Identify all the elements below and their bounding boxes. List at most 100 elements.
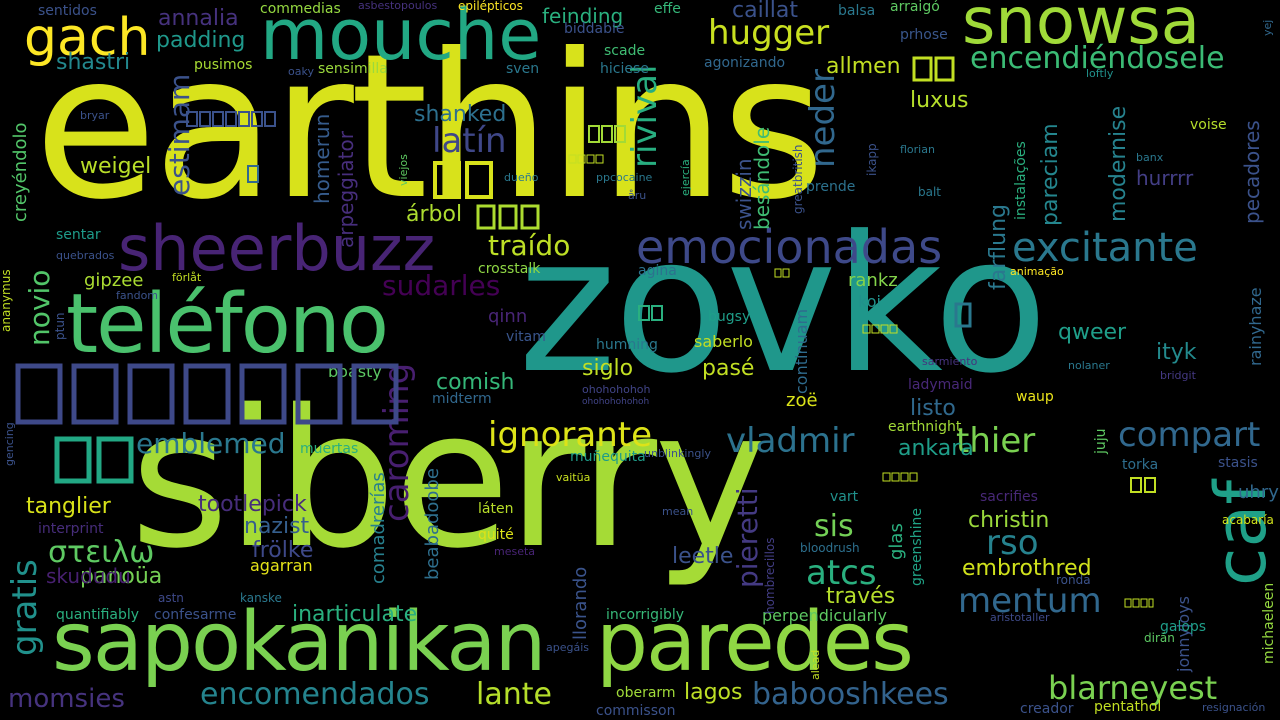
glyph-block: [1124, 596, 1154, 612]
word: banx: [1136, 151, 1164, 164]
glyph-block: [246, 164, 260, 187]
word: quité: [478, 527, 514, 543]
word: stasis: [1218, 455, 1258, 471]
word: pasé: [702, 356, 755, 381]
word: feinding: [542, 4, 624, 28]
word: teléfono: [66, 277, 389, 372]
word: pentathol: [1094, 699, 1162, 715]
word: emblemed: [136, 427, 286, 460]
word: humning: [596, 337, 658, 353]
word: gipzee: [84, 270, 144, 291]
word: prhose: [900, 27, 948, 43]
word: στειλω: [48, 535, 155, 570]
word: skududu: [46, 564, 131, 588]
word: yej: [1261, 19, 1274, 36]
word: thier: [956, 421, 1036, 461]
word: leetle: [672, 544, 734, 569]
word: estimam: [163, 73, 196, 196]
word: shanked: [414, 102, 507, 127]
word: continuam: [792, 308, 811, 394]
word: bridgit: [1160, 369, 1196, 382]
word: ignorante: [488, 415, 652, 455]
word: hugger: [708, 13, 830, 53]
word: instalações: [1013, 141, 1029, 220]
word: agonizando: [704, 55, 786, 71]
word: creyéndolo: [10, 122, 31, 222]
word: ohohohohoh: [582, 383, 651, 396]
word: sis: [814, 509, 854, 544]
glyph-block: [954, 302, 972, 331]
word: förlåt: [172, 271, 202, 284]
word: astn: [158, 591, 184, 605]
word: ikapp: [865, 143, 879, 176]
word: resignación: [1202, 701, 1266, 714]
word: florian: [900, 143, 935, 156]
word: pusimos: [194, 57, 253, 73]
word: dueño: [504, 171, 539, 184]
word: snowsa: [962, 0, 1200, 59]
glyph-block: [862, 322, 898, 338]
word: alead: [809, 649, 822, 680]
word: compart: [1118, 415, 1261, 455]
word: besándole: [750, 126, 774, 230]
word: comadrerías: [368, 472, 389, 584]
word: padding: [156, 28, 246, 53]
glyph-block: [912, 56, 956, 85]
word: gach: [24, 8, 151, 68]
word: panoüa: [80, 564, 163, 589]
word: encendiéndosele: [970, 41, 1225, 76]
word: incorrigibly: [606, 607, 685, 623]
word: arraigó: [890, 0, 940, 15]
word: llorando: [570, 566, 591, 640]
word: comish: [436, 370, 515, 395]
word: caillat: [732, 0, 799, 23]
word: ppcocaine: [596, 171, 653, 184]
word: bryar: [80, 109, 110, 122]
word: perpendicularly: [762, 606, 887, 625]
glyph-block: [588, 124, 628, 147]
word: effe: [654, 1, 681, 17]
word: uhry: [1238, 482, 1279, 503]
word: agina: [638, 263, 677, 279]
word: fandom: [116, 289, 159, 302]
word: viejos: [397, 154, 410, 186]
word: sheerbuzz: [118, 212, 436, 285]
word: aristotaller: [990, 611, 1050, 624]
word: hombrecillos: [763, 537, 777, 615]
word: michaeleen: [1261, 582, 1277, 664]
word: emocionadas: [636, 220, 943, 274]
word: babooshkees: [752, 677, 949, 712]
word: vart: [830, 489, 859, 505]
word: confesarme: [154, 607, 237, 623]
glyph-block: [1130, 476, 1158, 497]
word: unblinkingly: [644, 447, 711, 460]
word: bugsy: [708, 309, 751, 325]
word: sentar: [56, 227, 101, 243]
word: shastri: [56, 50, 131, 75]
word: oaky: [288, 65, 314, 78]
word: arpeggiator: [334, 131, 358, 248]
word: pieretti: [731, 487, 764, 588]
word: qweer: [1058, 320, 1127, 345]
word: balt: [918, 185, 942, 199]
word: láten: [478, 501, 514, 517]
word: rso: [986, 523, 1039, 563]
word: scade: [604, 43, 646, 59]
word: sven: [506, 61, 540, 77]
word: vaitüa: [556, 471, 591, 484]
word: dirán: [1144, 631, 1175, 645]
word: greenshine: [909, 508, 925, 586]
word: paredes: [596, 595, 914, 690]
word: nolaner: [1068, 359, 1110, 372]
word: balsa: [838, 3, 876, 19]
word: biddable: [564, 21, 625, 37]
word: modernise: [1106, 105, 1131, 222]
word: agarran: [250, 556, 313, 575]
word: loftly: [1086, 67, 1114, 80]
word: voise: [1190, 117, 1227, 133]
word: earthnight: [888, 419, 962, 435]
word: través: [826, 584, 896, 609]
word: prende: [806, 179, 856, 195]
word: siglo: [582, 356, 634, 381]
word: qinn: [488, 306, 528, 327]
